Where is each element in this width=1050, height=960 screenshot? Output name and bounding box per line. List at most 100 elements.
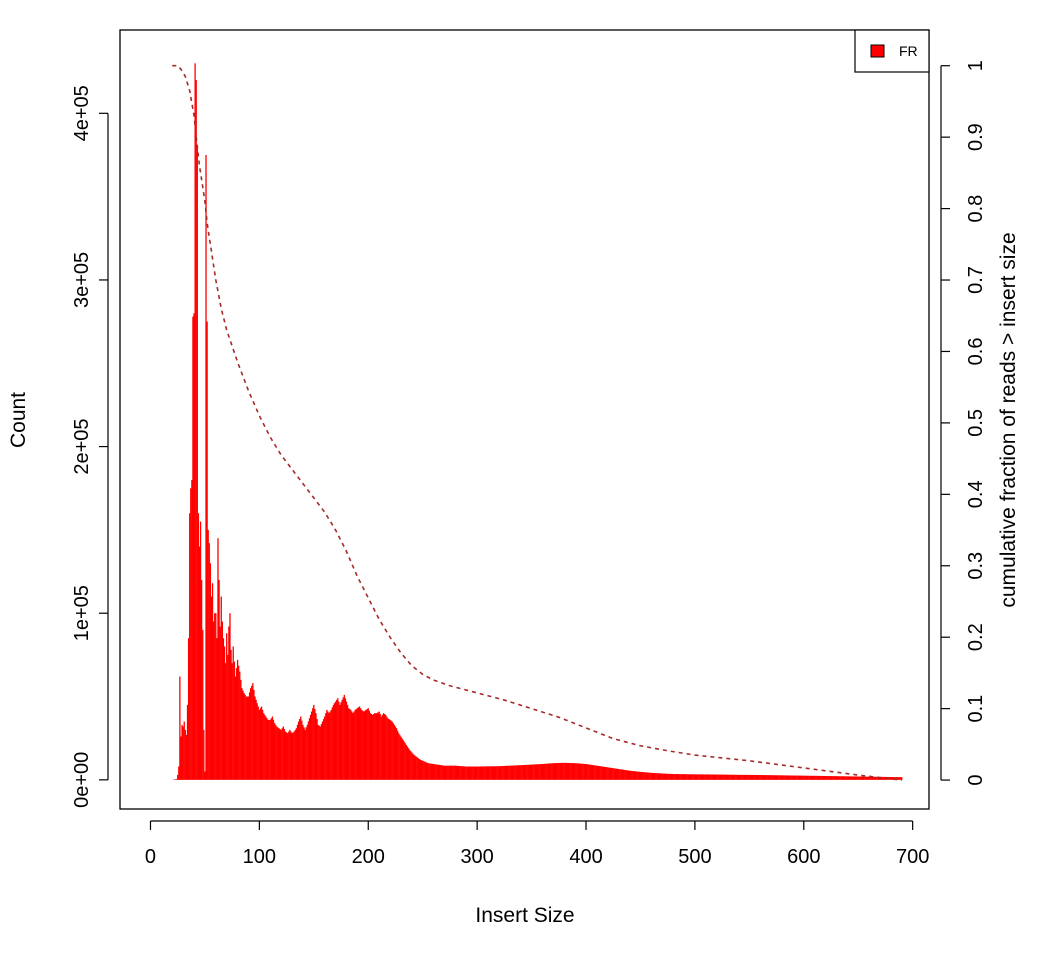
histogram-bar — [637, 771, 639, 780]
histogram-bar — [581, 763, 583, 780]
histogram-bar — [460, 766, 462, 780]
histogram-bar — [492, 766, 495, 780]
histogram-bar — [860, 776, 863, 780]
histogram-bar — [572, 763, 574, 780]
histogram-bar — [495, 766, 497, 780]
histogram-bar — [619, 769, 621, 780]
histogram-bar — [441, 765, 443, 780]
histogram-bar — [707, 774, 709, 780]
histogram-bar — [301, 720, 303, 780]
histogram-bar — [175, 779, 178, 780]
histogram-bar — [569, 763, 571, 780]
histogram-bar — [316, 719, 318, 780]
histogram-bar — [685, 774, 687, 780]
histogram-bar — [867, 776, 869, 780]
histogram-bar — [285, 732, 288, 780]
histogram-bar — [288, 731, 290, 780]
histogram-bar — [385, 714, 387, 780]
histogram-bar — [890, 777, 892, 780]
histogram-bar — [753, 774, 755, 780]
histogram-bar — [539, 764, 541, 780]
histogram-bar — [846, 776, 848, 780]
histogram-bar — [645, 772, 647, 780]
histogram-bar — [319, 726, 321, 780]
histogram-bar — [208, 543, 210, 780]
histogram-bar — [405, 744, 408, 780]
histogram-bar — [732, 774, 734, 780]
histogram-bar — [229, 613, 231, 780]
histogram-bar — [648, 772, 650, 780]
histogram-bar — [680, 774, 682, 780]
histogram-bar — [742, 774, 744, 780]
histogram-bar — [831, 776, 833, 780]
histogram-bar — [220, 596, 222, 780]
histogram-bar — [497, 766, 499, 780]
histogram-bar — [185, 734, 188, 780]
histogram-bar — [700, 774, 703, 780]
histogram-bar — [424, 761, 426, 780]
histogram-bar — [434, 764, 436, 780]
histogram-bar — [573, 763, 575, 780]
histogram-bar — [566, 762, 569, 780]
histogram-bar — [769, 775, 771, 780]
histogram-bar — [818, 775, 820, 780]
histogram-bar — [714, 774, 717, 780]
histogram-bar — [576, 763, 578, 780]
histogram-bar — [575, 763, 577, 780]
histogram-bar — [416, 757, 418, 780]
histogram-bar — [781, 775, 783, 780]
histogram-bar — [499, 766, 501, 780]
histogram-bar — [457, 765, 460, 780]
histogram-bar — [300, 716, 302, 780]
histogram-bar — [436, 764, 438, 780]
histogram-bar — [419, 759, 422, 780]
histogram-bar — [490, 766, 492, 780]
histogram-bar — [754, 774, 756, 780]
histogram-bar — [561, 762, 563, 780]
histogram-bar — [469, 766, 472, 780]
histogram-bar — [413, 754, 415, 780]
histogram-bar — [333, 703, 336, 780]
histogram-bar — [431, 763, 434, 780]
histogram-bar — [315, 713, 317, 780]
histogram-bar — [321, 721, 324, 780]
histogram-bar — [553, 763, 556, 780]
histogram-bar — [640, 771, 643, 780]
histogram-bar — [659, 773, 661, 780]
histogram-bar — [563, 762, 565, 780]
histogram-bar — [711, 774, 713, 780]
histogram-bar — [504, 765, 507, 780]
cumulative-fraction-line — [172, 64, 902, 781]
histogram-bar — [533, 764, 535, 780]
histogram-bar — [623, 769, 625, 780]
histogram-bar — [695, 774, 697, 780]
histogram-bar — [486, 766, 488, 780]
histogram-bar — [238, 665, 240, 780]
histogram-bar — [227, 654, 229, 780]
histogram-bar — [837, 776, 840, 780]
histogram-bar — [767, 775, 769, 780]
histogram-bar — [388, 719, 390, 780]
histogram-bar — [330, 709, 332, 780]
histogram-bar — [900, 777, 902, 780]
histogram-bar — [537, 764, 539, 780]
histogram-bar — [370, 714, 373, 780]
histogram-bar — [586, 764, 588, 780]
y2-tick-label: 0 — [965, 775, 987, 786]
histogram-bar — [663, 773, 666, 780]
histogram-bar — [349, 709, 351, 780]
histogram-bar — [853, 776, 855, 780]
histogram-bar — [312, 708, 314, 780]
histogram-bar — [741, 774, 743, 780]
histogram-bar — [626, 770, 629, 780]
histogram-bar — [799, 775, 802, 780]
histogram-bar — [682, 774, 684, 780]
histogram-bar — [174, 779, 177, 780]
histogram-bar — [823, 775, 826, 780]
histogram-bar — [302, 724, 304, 780]
histogram-bar — [870, 776, 872, 780]
histogram-bar — [350, 709, 352, 780]
histogram-bar — [187, 638, 190, 780]
histogram-bar — [375, 713, 377, 780]
